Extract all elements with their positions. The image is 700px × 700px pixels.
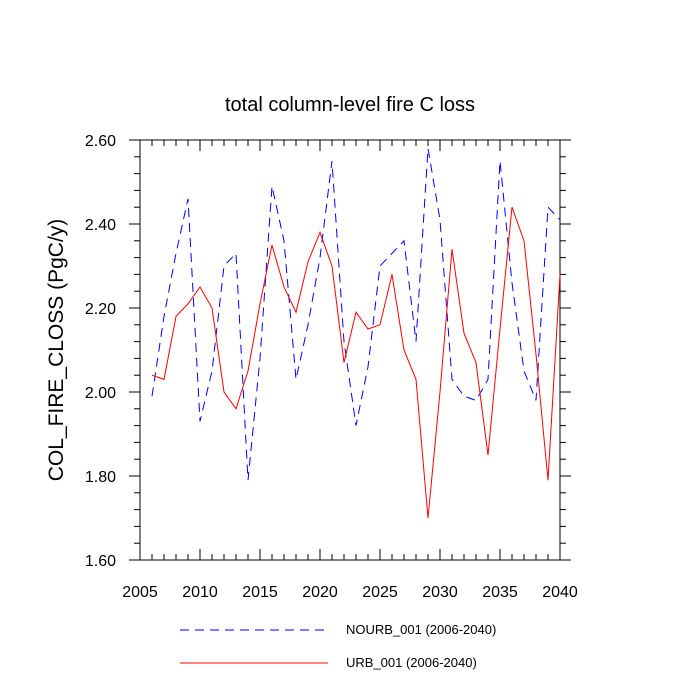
y-tick-label: 2.40 [85, 217, 116, 234]
x-tick-label: 2015 [242, 584, 278, 601]
axis-ticks: 2005 2010 2015 2020 2025 2030 2035 2040 1.60 1.80… [85, 133, 578, 601]
y-tick-label: 2.00 [85, 385, 116, 402]
series-line-urb [151, 207, 561, 519]
y-tick-label: 2.60 [85, 133, 116, 150]
series-line-nourb [151, 148, 561, 481]
x-tick-label: 2035 [482, 584, 518, 601]
series-layer [151, 148, 561, 519]
x-tick-label: 2030 [422, 584, 458, 601]
y-tick-label: 2.20 [85, 301, 116, 318]
y-tick-label: 1.80 [85, 469, 116, 486]
plot-frame [139, 139, 561, 561]
x-tick-label: 2040 [542, 584, 578, 601]
x-tick-label: 2020 [302, 584, 338, 601]
x-tick-label: 2010 [182, 584, 218, 601]
y-tick-label: 1.60 [85, 553, 116, 570]
legend: NOURB_001 (2006-2040) URB_001 (2006-2040… [180, 622, 496, 670]
legend-label-urb: URB_001 (2006-2040) [346, 655, 477, 670]
legend-label-nourb: NOURB_001 (2006-2040) [346, 622, 496, 637]
y-axis-label: COL_FIRE_CLOSS (PgC/y) [45, 219, 68, 482]
x-tick-label: 2025 [362, 584, 398, 601]
chart-title: total column-level fire C loss [225, 94, 475, 116]
x-tick-label: 2005 [122, 584, 158, 601]
